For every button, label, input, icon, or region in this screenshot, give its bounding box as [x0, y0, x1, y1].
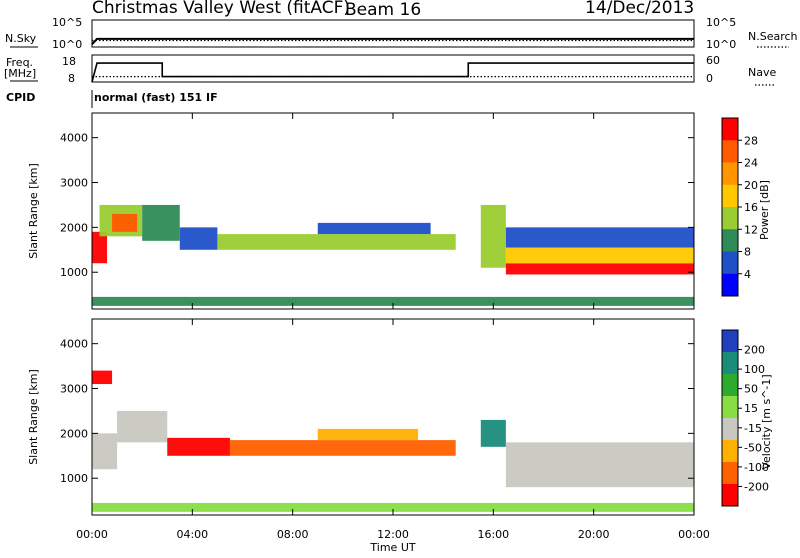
frequency-panel: Freq. [MHz] 18 8 60 0 Nave [4, 54, 776, 86]
power-region-9 [505, 247, 694, 264]
y-tick-label: 1000 [60, 266, 88, 279]
x-tick-label: 04:00 [176, 528, 208, 541]
plot-title: Christmas Valley West (fitACF) [92, 0, 350, 18]
velocity-region-6 [480, 419, 506, 447]
power-region-0 [92, 231, 108, 264]
colorbar-swatch [722, 229, 738, 252]
colorbar-tick-label: 4 [744, 268, 751, 281]
velocity-region-7 [505, 442, 694, 488]
colorbar-swatch [722, 352, 738, 375]
y-tick-label: 2000 [60, 427, 88, 440]
colorbar-swatch [722, 396, 738, 419]
velocity-region-4 [229, 440, 456, 456]
y-tick-label: 3000 [60, 177, 88, 190]
nsky-line [91, 37, 694, 45]
colorbar-swatch [722, 118, 738, 141]
power-region-11 [92, 296, 694, 306]
power-ylabel: Slant Range [km] [27, 163, 40, 259]
x-tick-label: 00:00 [678, 528, 710, 541]
velocity-colorbar-label: Velocity [m s^-1] [760, 374, 773, 469]
velocity-region-2 [117, 410, 168, 443]
power-region-7 [480, 204, 506, 268]
noise-left-label: N.Sky [5, 32, 37, 45]
frequency-line [91, 62, 694, 83]
x-tick-label: 12:00 [377, 528, 409, 541]
power-colorbar: 28 24 20 16 12 8 4 Power [dB] [721, 117, 771, 297]
noise-left-tick-bottom: 10^0 [52, 38, 82, 51]
colorbar-swatch [722, 374, 738, 397]
colorbar-tick-label: 50 [744, 383, 758, 396]
velocity-region-0 [92, 370, 113, 385]
velocity-panel: 4000 3000 2000 1000 00:00 04:00 08:00 12:00 16:0… [27, 318, 710, 541]
power-region-8 [505, 263, 694, 275]
colorbar-swatch [722, 330, 738, 353]
power-panel: 4000 3000 2000 1000 Slant Range [km] [27, 112, 695, 310]
power-colorbar-label: Power [dB] [758, 180, 771, 240]
noise-right-tick-top: 10^5 [706, 16, 736, 29]
noise-right-tick-bottom: 10^0 [706, 38, 736, 51]
x-tick-label: 08:00 [277, 528, 309, 541]
velocity-colorbar: 200 100 50 15 -15 -50 -100 -200 Velocity [m s^-… [721, 329, 773, 507]
x-tick-label: 00:00 [76, 528, 108, 541]
power-region-5 [217, 234, 456, 250]
power-region-2 [112, 213, 138, 232]
power-region-3 [142, 204, 180, 241]
freq-tick-bottom: 8 [68, 72, 75, 85]
colorbar-tick-label: -15 [744, 422, 762, 435]
colorbar-swatch [722, 462, 738, 485]
colorbar-tick-label: 16 [744, 201, 758, 214]
noise-right-label: N.Search [748, 30, 798, 43]
colorbar-tick-label: 24 [744, 157, 758, 170]
nave-tick-bottom: 0 [706, 72, 713, 85]
y-tick-label: 4000 [60, 132, 88, 145]
colorbar-tick-label: -100 [744, 461, 769, 474]
colorbar-swatch [722, 440, 738, 463]
y-tick-label: 4000 [60, 338, 88, 351]
date-label: 14/Dec/2013 [585, 0, 694, 18]
x-tick-label: 16:00 [477, 528, 509, 541]
colorbar-tick-label: 12 [744, 223, 758, 236]
y-tick-label: 3000 [60, 383, 88, 396]
power-region-10 [505, 227, 694, 248]
colorbar-swatch [722, 484, 738, 507]
cpid-value: normal (fast) 151 IF [94, 91, 218, 104]
nave-label: Nave [748, 66, 776, 79]
freq-unit-label: [MHz] [4, 67, 36, 80]
colorbar-tick-label: 20 [744, 179, 758, 192]
colorbar-swatch [722, 207, 738, 230]
y-tick-label: 1000 [60, 472, 88, 485]
freq-label: Freq. [6, 56, 33, 69]
colorbar-tick-label: 8 [744, 246, 751, 259]
beam-label: Beam 16 [345, 0, 421, 20]
velocity-ylabel: Slant Range [km] [27, 369, 40, 465]
noise-panel: N.Sky 10^5 10^0 10^5 10^0 N.Search [5, 16, 798, 51]
colorbar-tick-label: 200 [744, 344, 765, 357]
cpid-label: CPID [6, 91, 35, 104]
freq-tick-top: 18 [62, 55, 76, 68]
colorbar-swatch [722, 184, 738, 208]
noise-left-tick-top: 10^5 [52, 16, 82, 29]
velocity-region-1 [92, 433, 118, 470]
colorbar-swatch [722, 162, 738, 186]
y-tick-label: 2000 [60, 221, 88, 234]
nave-tick-top: 60 [706, 54, 720, 67]
power-region-4 [179, 227, 218, 250]
x-axis-label: Time UT [369, 541, 415, 554]
colorbar-swatch [722, 273, 738, 297]
colorbar-tick-label: 100 [744, 363, 765, 376]
colorbar-tick-label: -200 [744, 480, 769, 493]
colorbar-swatch [722, 418, 738, 441]
colorbar-tick-label: 28 [744, 134, 758, 147]
velocity-region-3 [167, 437, 230, 456]
colorbar-swatch [722, 251, 738, 275]
power-region-6 [317, 222, 431, 235]
colorbar-tick-label: -50 [744, 441, 762, 454]
x-tick-label: 20:00 [578, 528, 610, 541]
velocity-region-8 [92, 502, 694, 512]
velocity-region-5 [317, 428, 419, 441]
colorbar-tick-label: 15 [744, 402, 758, 415]
colorbar-swatch [722, 140, 738, 163]
